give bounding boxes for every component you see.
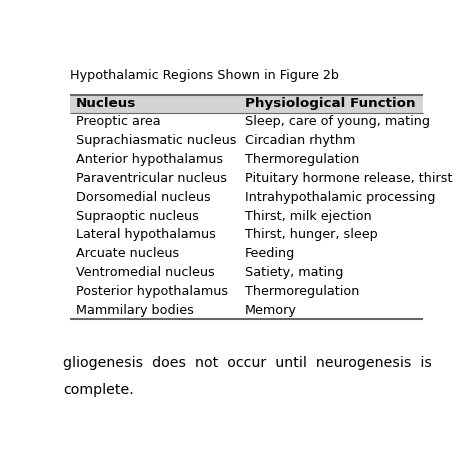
Text: Thirst, hunger, sleep: Thirst, hunger, sleep: [245, 228, 377, 241]
Text: gliogenesis  does  not  occur  until  neurogenesis  is: gliogenesis does not occur until neuroge…: [63, 356, 432, 370]
Text: Thermoregulation: Thermoregulation: [245, 285, 359, 298]
Text: Ventromedial nucleus: Ventromedial nucleus: [76, 266, 215, 279]
Text: Circadian rhythm: Circadian rhythm: [245, 134, 355, 147]
Text: Thirst, milk ejection: Thirst, milk ejection: [245, 210, 372, 222]
Text: Dorsomedial nucleus: Dorsomedial nucleus: [76, 191, 210, 204]
Text: Hypothalamic Regions Shown in Figure 2b: Hypothalamic Regions Shown in Figure 2b: [70, 69, 339, 82]
Text: Lateral hypothalamus: Lateral hypothalamus: [76, 228, 216, 241]
Text: Suprachiasmatic nucleus: Suprachiasmatic nucleus: [76, 134, 236, 147]
Text: Physiological Function: Physiological Function: [245, 97, 415, 110]
Text: Posterior hypothalamus: Posterior hypothalamus: [76, 285, 228, 298]
Text: Preoptic area: Preoptic area: [76, 115, 160, 129]
Text: Arcuate nucleus: Arcuate nucleus: [76, 247, 179, 260]
Text: Thermoregulation: Thermoregulation: [245, 153, 359, 166]
Bar: [70, 95, 423, 113]
Text: Anterior hypothalamus: Anterior hypothalamus: [76, 153, 223, 166]
Text: Nucleus: Nucleus: [76, 97, 136, 110]
Text: complete.: complete.: [63, 383, 134, 397]
Text: Memory: Memory: [245, 303, 297, 317]
Text: Pituitary hormone release, thirst: Pituitary hormone release, thirst: [245, 172, 452, 185]
Text: Sleep, care of young, mating: Sleep, care of young, mating: [245, 115, 430, 129]
Text: Mammilary bodies: Mammilary bodies: [76, 303, 194, 317]
Text: Paraventricular nucleus: Paraventricular nucleus: [76, 172, 227, 185]
Text: Intrahypothalamic processing: Intrahypothalamic processing: [245, 191, 435, 204]
Text: Supraoptic nucleus: Supraoptic nucleus: [76, 210, 199, 222]
Text: Satiety, mating: Satiety, mating: [245, 266, 343, 279]
Text: Feeding: Feeding: [245, 247, 295, 260]
